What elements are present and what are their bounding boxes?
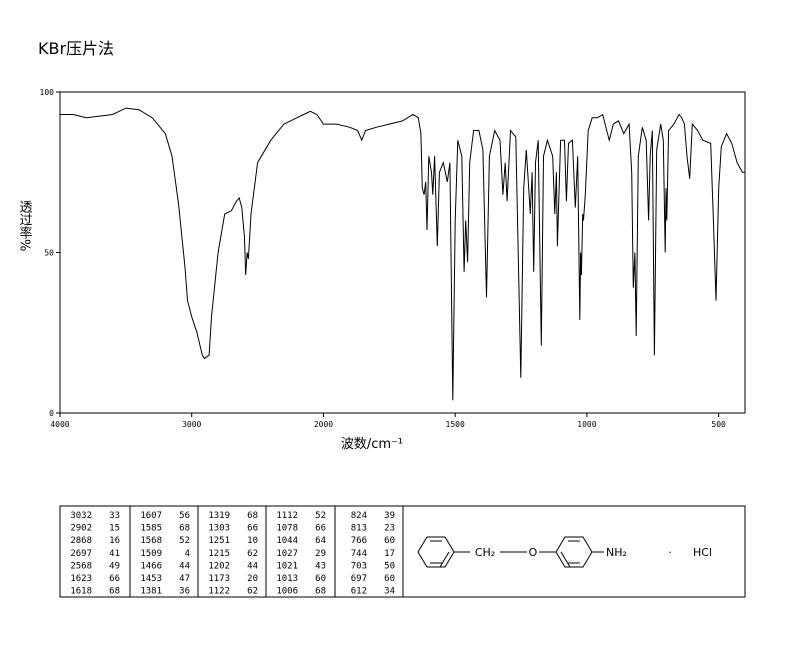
peak-wavenumber: 612 (351, 587, 367, 597)
peak-transmittance: 52 (315, 511, 326, 521)
peak-wavenumber: 1381 (140, 587, 162, 597)
peak-wavenumber: 703 (351, 561, 367, 571)
peak-transmittance: 15 (109, 524, 120, 534)
peak-transmittance: 66 (109, 574, 120, 584)
y-tick-label: 0 (49, 409, 54, 418)
peak-transmittance: 47 (179, 574, 190, 584)
peak-wavenumber: 1202 (208, 561, 230, 571)
peak-wavenumber: 3032 (70, 511, 92, 521)
peak-transmittance: 43 (315, 561, 326, 571)
peak-transmittance: 33 (109, 511, 120, 521)
bond (439, 551, 450, 568)
peak-transmittance: 66 (315, 524, 326, 534)
peak-wavenumber: 1618 (70, 587, 92, 597)
peak-transmittance: 10 (247, 536, 258, 546)
structure-label: · (668, 546, 672, 559)
y-tick-label: 50 (44, 249, 54, 258)
structure-label: NH₂ (606, 546, 627, 559)
peak-transmittance: 17 (384, 549, 395, 559)
chart-title: KBr压片法 (38, 39, 114, 58)
peak-transmittance: 56 (179, 511, 190, 521)
peak-transmittance: 44 (247, 561, 258, 571)
peak-wavenumber: 697 (351, 574, 367, 584)
peak-wavenumber: 1006 (276, 587, 298, 597)
bond (560, 551, 571, 568)
peak-wavenumber: 1122 (208, 587, 230, 597)
y-tick-label: 100 (40, 88, 55, 97)
peak-transmittance: 41 (109, 549, 120, 559)
peak-transmittance: 4 (185, 549, 190, 559)
peak-wavenumber: 1027 (276, 549, 298, 559)
x-tick-label: 4000 (50, 420, 69, 429)
peak-wavenumber: 2697 (70, 549, 92, 559)
peak-transmittance: 16 (109, 536, 120, 546)
peak-wavenumber: 744 (351, 549, 367, 559)
peak-wavenumber: 1173 (208, 574, 230, 584)
peak-transmittance: 29 (315, 549, 326, 559)
peak-transmittance: 68 (179, 524, 190, 534)
peak-transmittance: 23 (384, 524, 395, 534)
peak-wavenumber: 1251 (208, 536, 230, 546)
peak-wavenumber: 1021 (276, 561, 298, 571)
peak-wavenumber: 1215 (208, 549, 230, 559)
peak-wavenumber: 1607 (140, 511, 162, 521)
peak-transmittance: 68 (109, 587, 120, 597)
peak-transmittance: 66 (247, 524, 258, 534)
peak-transmittance: 60 (384, 574, 395, 584)
peak-transmittance: 64 (315, 536, 326, 546)
peak-wavenumber: 2902 (70, 524, 92, 534)
peak-wavenumber: 1013 (276, 574, 298, 584)
peak-wavenumber: 1044 (276, 536, 298, 546)
spectrum-line (60, 107, 745, 401)
peak-transmittance: 44 (179, 561, 190, 571)
peak-wavenumber: 1453 (140, 574, 162, 584)
peak-transmittance: 20 (247, 574, 258, 584)
peak-wavenumber: 813 (351, 524, 367, 534)
peak-transmittance: 39 (384, 511, 395, 521)
peak-transmittance: 60 (315, 574, 326, 584)
x-tick-label: 3000 (182, 420, 201, 429)
x-tick-label: 500 (711, 420, 726, 429)
peak-table: 3032 33 2902 15 2868 16 2697 41 2568 49 1623 66 1618… (59, 505, 746, 598)
x-tick-label: 1000 (577, 420, 596, 429)
peak-transmittance: 62 (247, 549, 258, 559)
peak-transmittance: 60 (384, 536, 395, 546)
peak-wavenumber: 1112 (276, 511, 298, 521)
peak-wavenumber: 2868 (70, 536, 92, 546)
peak-wavenumber: 1303 (208, 524, 230, 534)
peak-wavenumber: 766 (351, 536, 367, 546)
peak-wavenumber: 1319 (208, 511, 230, 521)
structure-label: HCl (693, 546, 712, 559)
x-tick-label: 1500 (446, 420, 465, 429)
peak-transmittance: 49 (109, 561, 120, 571)
peak-wavenumber: 1585 (140, 524, 162, 534)
peak-wavenumber: 1568 (140, 536, 162, 546)
peak-transmittance: 34 (384, 587, 395, 597)
structure-label: O (529, 546, 538, 559)
peak-wavenumber: 1623 (70, 574, 92, 584)
peak-wavenumber: 1466 (140, 561, 162, 571)
structure (417, 536, 604, 568)
y-axis-label: 透过率% (17, 200, 33, 251)
peak-transmittance: 52 (179, 536, 190, 546)
peak-wavenumber: 2568 (70, 561, 92, 571)
peak-wavenumber: 1509 (140, 549, 162, 559)
peak-wavenumber: 824 (351, 511, 367, 521)
peak-transmittance: 68 (247, 511, 258, 521)
x-axis-label: 波数/cm⁻¹ (341, 437, 403, 452)
peak-wavenumber: 1078 (276, 524, 298, 534)
peak-transmittance: 50 (384, 561, 395, 571)
peak-transmittance: 36 (179, 587, 190, 597)
peak-transmittance: 68 (315, 587, 326, 597)
peak-transmittance: 62 (247, 587, 258, 597)
x-tick-label: 2000 (314, 420, 333, 429)
structure-label: CH₂ (475, 546, 495, 559)
plot-frame (59, 91, 746, 414)
